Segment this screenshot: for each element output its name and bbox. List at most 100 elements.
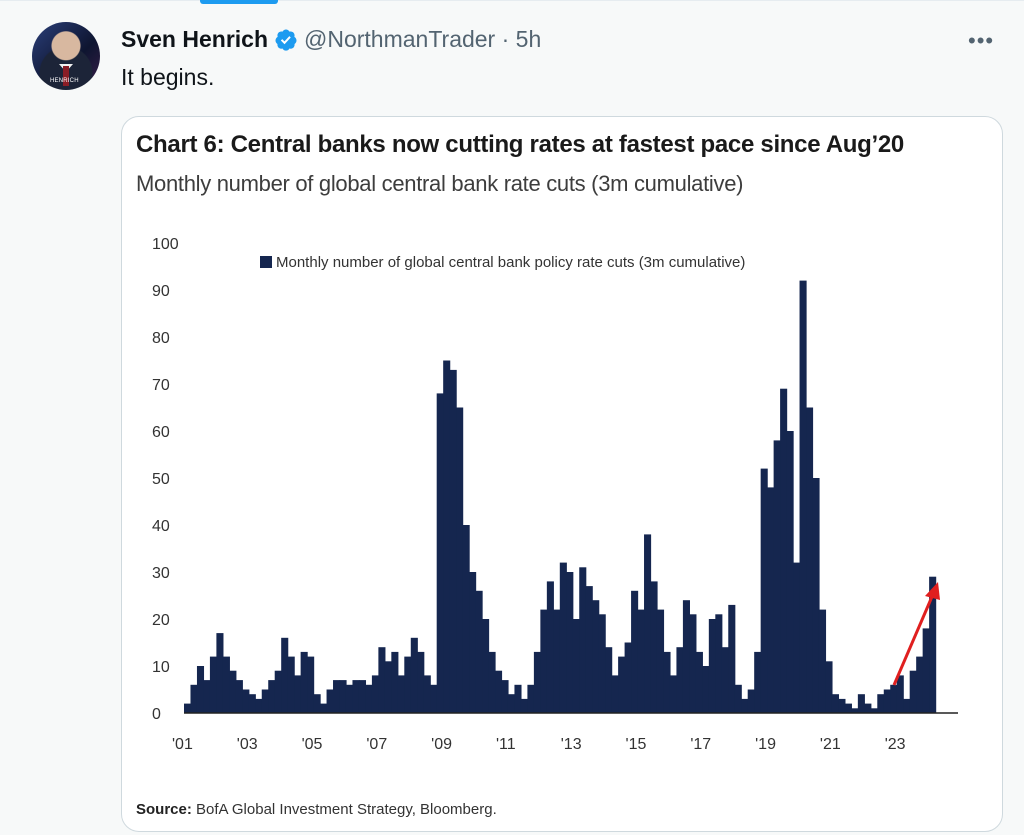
avatar-tag: HENRICH xyxy=(50,78,79,84)
chart-bar xyxy=(495,670,503,713)
chart-bar xyxy=(456,407,464,713)
chart-bar xyxy=(371,675,379,713)
chart-bar xyxy=(715,614,723,713)
chart-bar xyxy=(287,656,295,713)
more-options-icon[interactable]: ••• xyxy=(968,28,995,53)
chart-bar xyxy=(423,675,431,713)
chart-bar xyxy=(799,280,807,713)
y-tick-label: 50 xyxy=(152,471,170,488)
author-name[interactable]: Sven Henrich xyxy=(121,26,268,52)
author-handle-time[interactable]: @NorthmanTrader · 5h xyxy=(304,26,542,52)
y-tick-label: 100 xyxy=(152,236,179,253)
chart-bar xyxy=(482,619,490,713)
x-tick-label: '11 xyxy=(496,736,516,753)
chart-bar xyxy=(844,703,852,713)
chart-bar xyxy=(883,689,891,713)
chart-bar xyxy=(533,651,541,713)
chart-bar xyxy=(812,478,820,713)
bar-chart: 1009080706050403020100'01'03'05'07'09'11… xyxy=(152,236,958,753)
chart-bar xyxy=(436,393,444,713)
chart-bar xyxy=(708,619,716,713)
chart-bar xyxy=(320,703,328,713)
chart-bar xyxy=(903,698,911,713)
y-tick-label: 70 xyxy=(152,377,170,394)
chart-bar xyxy=(216,633,224,713)
top-divider xyxy=(0,0,1024,1)
chart-bar xyxy=(209,656,217,713)
y-tick-label: 10 xyxy=(152,659,170,676)
chart-bar xyxy=(281,637,289,713)
x-tick-label: '09 xyxy=(431,736,452,753)
chart-bar xyxy=(469,572,477,713)
chart-bar xyxy=(676,647,684,713)
chart-bar xyxy=(196,666,205,713)
verified-badge-icon xyxy=(275,29,297,51)
chart-bar xyxy=(339,680,347,713)
chart-bar xyxy=(378,647,386,713)
chart-bar xyxy=(780,388,788,713)
chart-bar xyxy=(579,567,587,713)
active-tab-indicator xyxy=(200,0,278,4)
chart-bar xyxy=(877,694,885,713)
chart-image[interactable]: Chart 6: Central banks now cutting rates… xyxy=(121,116,1003,832)
y-tick-label: 40 xyxy=(152,518,170,535)
chart-bar xyxy=(669,675,678,713)
x-tick-label: '23 xyxy=(885,736,906,753)
chart-bar xyxy=(611,675,619,713)
chart-bar xyxy=(864,703,872,713)
chart-bar xyxy=(689,614,697,713)
chart-bar xyxy=(417,651,425,713)
chart-bar xyxy=(404,656,412,713)
chart-bar xyxy=(365,684,373,713)
chart-bar xyxy=(916,656,924,713)
chart-bar xyxy=(806,407,814,713)
y-tick-label: 60 xyxy=(152,424,170,441)
chart-bar xyxy=(300,651,308,713)
chart-bar xyxy=(773,440,781,713)
chart-bar xyxy=(391,651,399,713)
chart-bar xyxy=(430,684,438,713)
chart-bar xyxy=(767,487,775,713)
chart-bar xyxy=(909,670,917,713)
chart-bar xyxy=(695,651,703,713)
chart-bar xyxy=(313,694,321,713)
chart-bar xyxy=(890,684,898,713)
avatar[interactable]: HENRICH xyxy=(32,22,100,90)
source-label: Source: xyxy=(136,801,192,818)
chart-bar xyxy=(831,694,840,713)
chart-bar xyxy=(896,675,904,713)
chart-bar xyxy=(242,689,250,713)
tweet[interactable]: HENRICH Sven Henrich @NorthmanTrader · 5… xyxy=(0,4,1024,835)
chart-bar xyxy=(475,590,483,713)
y-tick-label: 20 xyxy=(152,612,170,629)
chart-bar xyxy=(747,689,755,713)
chart-bar xyxy=(870,708,878,713)
chart-bar xyxy=(345,684,354,713)
chart-bar xyxy=(559,562,567,713)
avatar-tie xyxy=(63,66,69,86)
chart-bar xyxy=(682,600,690,713)
x-tick-label: '03 xyxy=(237,736,258,753)
chart-bar xyxy=(650,581,658,713)
chart-bar xyxy=(585,586,593,713)
chart-bar xyxy=(598,614,606,713)
chart-bar xyxy=(721,647,729,713)
chart-bar xyxy=(851,708,859,713)
y-tick-label: 30 xyxy=(152,565,170,582)
chart-bar xyxy=(190,684,198,713)
chart-title: Chart 6: Central banks now cutting rates… xyxy=(136,131,904,158)
chart-bar xyxy=(572,619,580,713)
chart-bar xyxy=(488,651,496,713)
chart-bar xyxy=(397,675,405,713)
chart-bar xyxy=(307,656,315,713)
chart-bar xyxy=(663,651,671,713)
y-tick-label: 90 xyxy=(152,283,170,300)
x-tick-label: '07 xyxy=(366,736,387,753)
x-tick-label: '05 xyxy=(302,736,323,753)
chart-bar xyxy=(546,581,554,713)
chart-bar xyxy=(734,684,742,713)
chart-bar xyxy=(443,360,451,713)
chart-bar xyxy=(462,525,470,713)
chart-bar xyxy=(507,694,516,713)
chart-bar xyxy=(540,609,548,713)
